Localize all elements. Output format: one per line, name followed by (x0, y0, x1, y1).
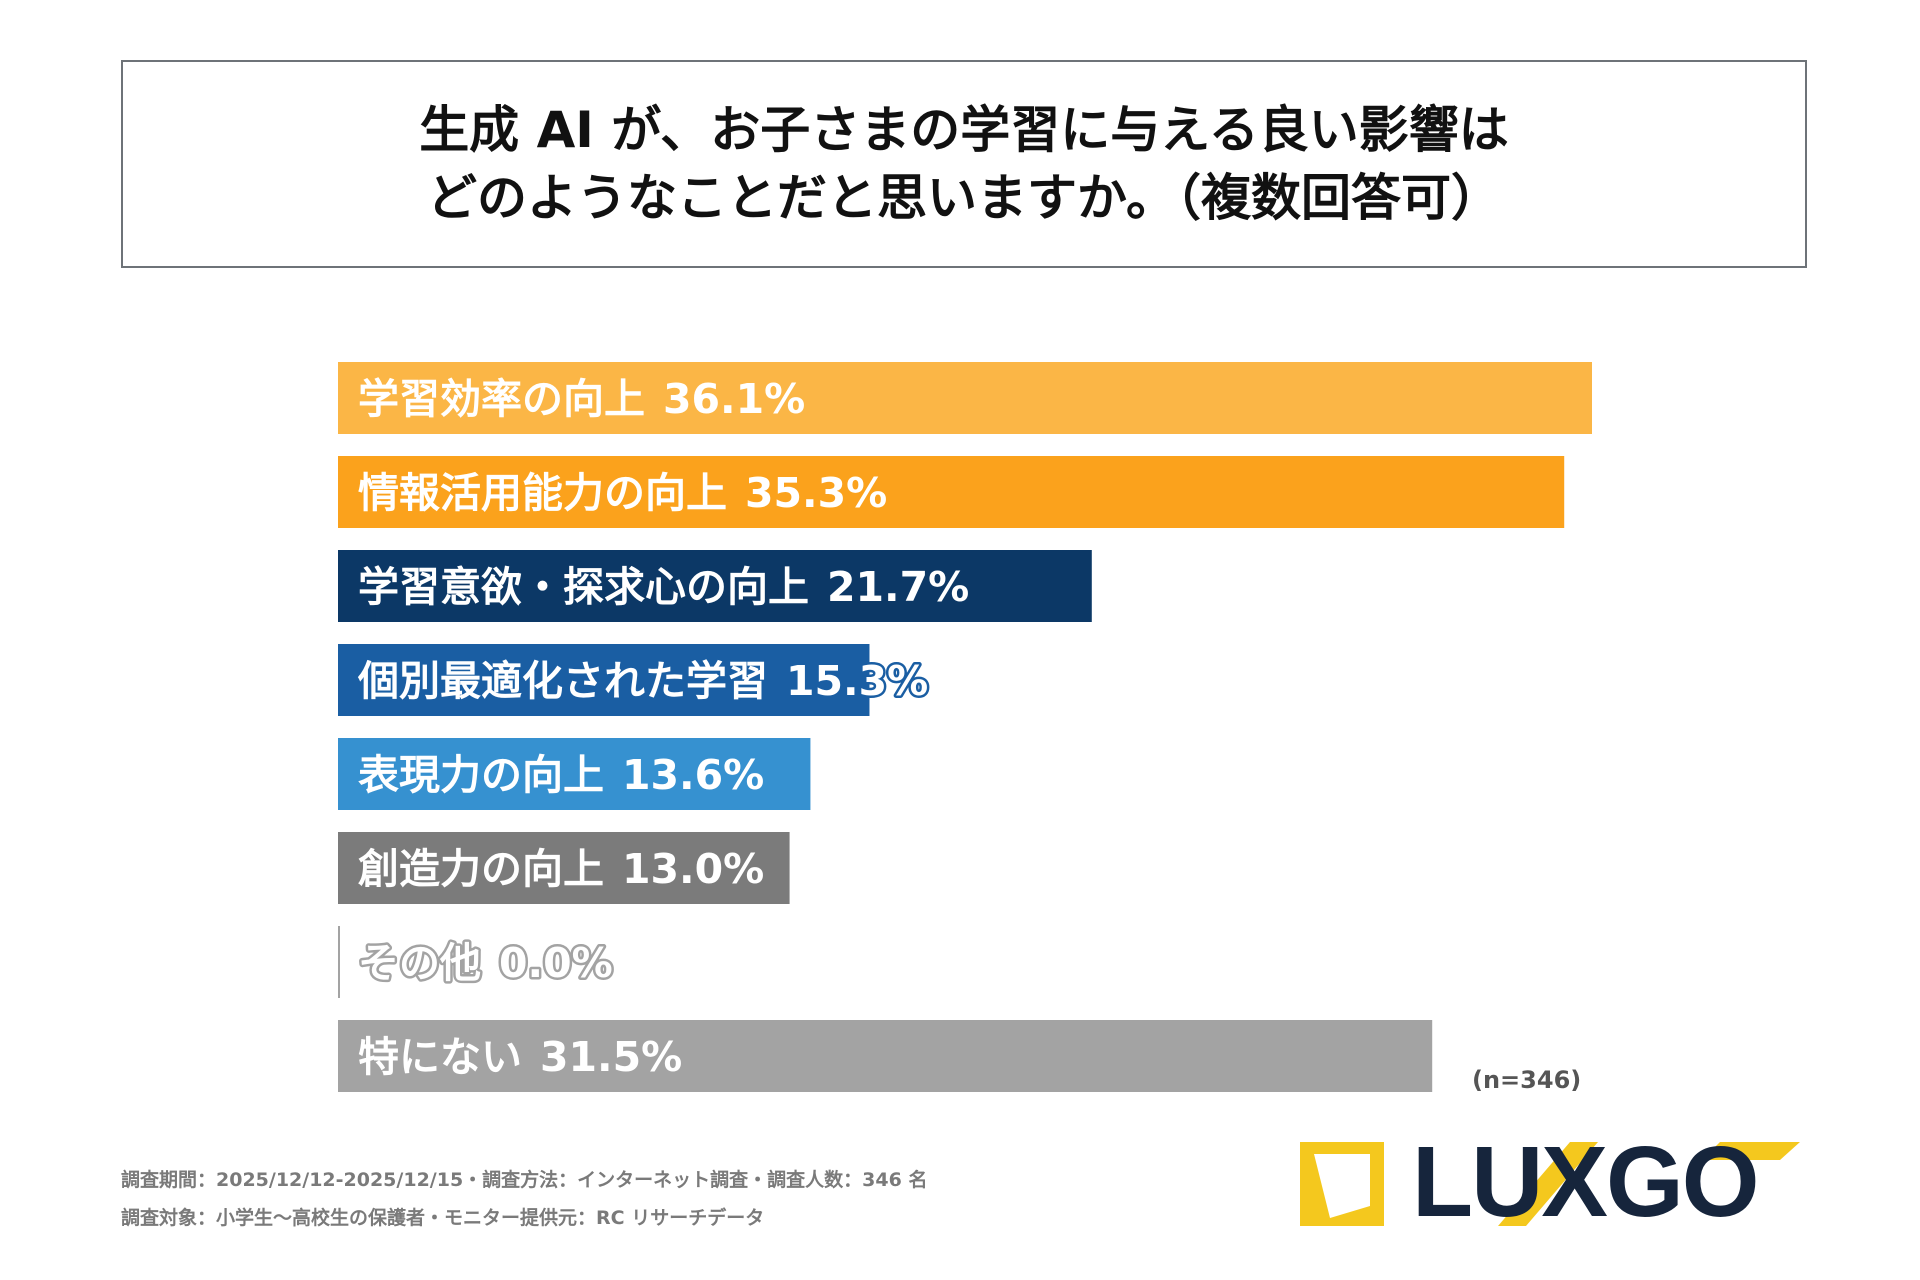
bar-6 (338, 832, 790, 904)
bar-label-8: 特にない 31.5% (358, 1033, 682, 1081)
bar-label-4: 個別最適化された学習 15.3% (357, 657, 928, 705)
value-label: 36.1% (663, 375, 805, 423)
bar-label-2: 情報活用能力の向上 35.3% (358, 469, 887, 517)
category-label: 特にない (358, 1033, 522, 1081)
bar-label-3: 学習意欲・探求心の向上 21.7% (358, 563, 969, 611)
value-label: 31.5% (540, 1033, 682, 1081)
bar-1 (338, 362, 1592, 434)
category-label: 表現力の向上 (358, 751, 604, 799)
category-label: 学習効率の向上 (358, 375, 645, 423)
value-label: 13.6% (622, 751, 764, 799)
sample-size-label: (n=346) (1472, 1066, 1582, 1094)
value-label: 13.0% (622, 845, 764, 893)
value-label: 35.3% (745, 469, 887, 517)
logo-text: LUXGO (1412, 1126, 1760, 1238)
bar-5 (338, 738, 811, 810)
title-box: 生成 AI が、お子さまの学習に与える良い影響は どのようなことだと思いますか。… (121, 60, 1807, 268)
bar-7 (338, 926, 340, 998)
logo-mark-icon (1300, 1142, 1800, 1226)
bar-label-1: 学習効率の向上 36.1% (358, 375, 805, 423)
category-label: その他 (358, 939, 481, 987)
bar-label-7: その他 0.0% (358, 939, 613, 987)
category-label: 創造力の向上 (358, 845, 604, 893)
value-label: 15.3% (786, 657, 928, 705)
bar-label-5: 表現力の向上 13.6% (358, 751, 764, 799)
bar-8 (338, 1020, 1433, 1092)
value-label: 0.0% (499, 939, 613, 987)
bar-3 (338, 550, 1092, 622)
survey-info-line-2: 調査対象：小学生〜高校生の保護者・モニター提供元：RC リサーチデータ (121, 1207, 765, 1229)
bar-label-6: 創造力の向上 13.0% (358, 845, 764, 893)
category-label: 学習意欲・探求心の向上 (358, 563, 809, 611)
bar-2 (338, 456, 1565, 528)
bar-4 (338, 644, 870, 716)
category-label: 情報活用能力の向上 (358, 469, 727, 517)
category-label: 個別最適化された学習 (357, 657, 768, 705)
luxgo-logo: LUXGO (1300, 1132, 1800, 1232)
value-label: 21.7% (827, 563, 969, 611)
chart-title-line-1: 生成 AI が、お子さまの学習に与える良い影響は (419, 101, 1509, 159)
survey-info-line-1: 調査期間：2025/12/12-2025/12/15・調査方法：インターネット調… (121, 1169, 928, 1191)
chart-title-line-2: どのようなことだと思いますか。（複数回答可） (427, 169, 1501, 227)
